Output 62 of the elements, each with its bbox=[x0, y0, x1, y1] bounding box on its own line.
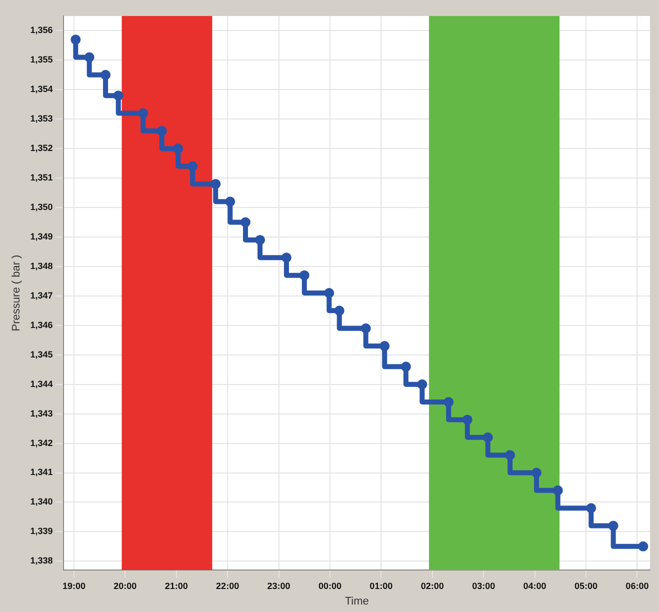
x-tick-label: 20:00 bbox=[114, 580, 137, 591]
y-tick-label: 1,341 bbox=[30, 467, 53, 478]
point bbox=[462, 414, 472, 425]
x-tick-label: 04:00 bbox=[523, 580, 546, 591]
y-tick-label: 1,352 bbox=[30, 143, 53, 154]
y-tick-label: 1,340 bbox=[30, 496, 53, 507]
x-tick-label: 19:00 bbox=[62, 580, 86, 591]
y-tick-label: 1,347 bbox=[30, 290, 53, 300]
point bbox=[173, 144, 184, 154]
point bbox=[417, 379, 428, 390]
x-tick-label: 21:00 bbox=[164, 580, 188, 591]
point bbox=[638, 541, 648, 552]
point bbox=[552, 485, 563, 496]
y-tick-label: 1,342 bbox=[30, 438, 53, 448]
x-tick-label: 23:00 bbox=[267, 580, 290, 591]
y-tick-label: 1,354 bbox=[30, 84, 53, 94]
point bbox=[334, 306, 344, 316]
point bbox=[84, 52, 94, 62]
point bbox=[225, 196, 236, 207]
point bbox=[586, 503, 596, 514]
point bbox=[400, 362, 411, 372]
point bbox=[210, 178, 221, 189]
x-tick-label: 00:00 bbox=[318, 580, 342, 591]
point bbox=[240, 217, 250, 228]
y-tick-label: 1,349 bbox=[30, 231, 53, 242]
point bbox=[299, 270, 310, 280]
point bbox=[113, 90, 124, 101]
point bbox=[532, 468, 542, 478]
y-tick-label: 1,351 bbox=[30, 172, 53, 183]
x-tick-label: 22:00 bbox=[216, 580, 240, 591]
y-tick-label: 1,344 bbox=[30, 378, 53, 389]
point bbox=[324, 288, 334, 298]
point bbox=[70, 34, 81, 45]
point bbox=[482, 432, 493, 442]
y-tick-label: 1,339 bbox=[30, 526, 53, 536]
point bbox=[156, 126, 167, 136]
y-tick-label: 1,355 bbox=[30, 54, 53, 65]
y-tick-label: 1,345 bbox=[30, 349, 53, 360]
y-tick-label: 1,343 bbox=[30, 408, 53, 418]
point bbox=[505, 450, 516, 460]
y-tick-label: 1,356 bbox=[30, 25, 53, 36]
x-tick-label: 02:00 bbox=[420, 580, 444, 591]
x-tick-label: 03:00 bbox=[472, 580, 496, 591]
point bbox=[100, 70, 111, 80]
point bbox=[360, 323, 371, 334]
point bbox=[138, 108, 148, 118]
point bbox=[380, 341, 390, 352]
point bbox=[255, 234, 265, 245]
y-tick-label: 1,346 bbox=[30, 320, 53, 330]
point bbox=[188, 161, 198, 172]
x-tick-label: 06:00 bbox=[626, 580, 649, 591]
x-axis-title: Time bbox=[344, 595, 369, 608]
y-axis-title: Pressure ( bar ) bbox=[10, 254, 23, 332]
point bbox=[444, 397, 454, 408]
y-tick-label: 1,353 bbox=[30, 114, 53, 124]
point bbox=[608, 520, 618, 531]
x-tick-label: 01:00 bbox=[370, 580, 393, 591]
y-tick-label: 1,350 bbox=[30, 202, 53, 212]
y-tick-label: 1,348 bbox=[30, 260, 53, 271]
y-tick-label: 1,338 bbox=[30, 556, 53, 566]
x-tick-label: 05:00 bbox=[574, 580, 598, 591]
point bbox=[281, 252, 292, 263]
